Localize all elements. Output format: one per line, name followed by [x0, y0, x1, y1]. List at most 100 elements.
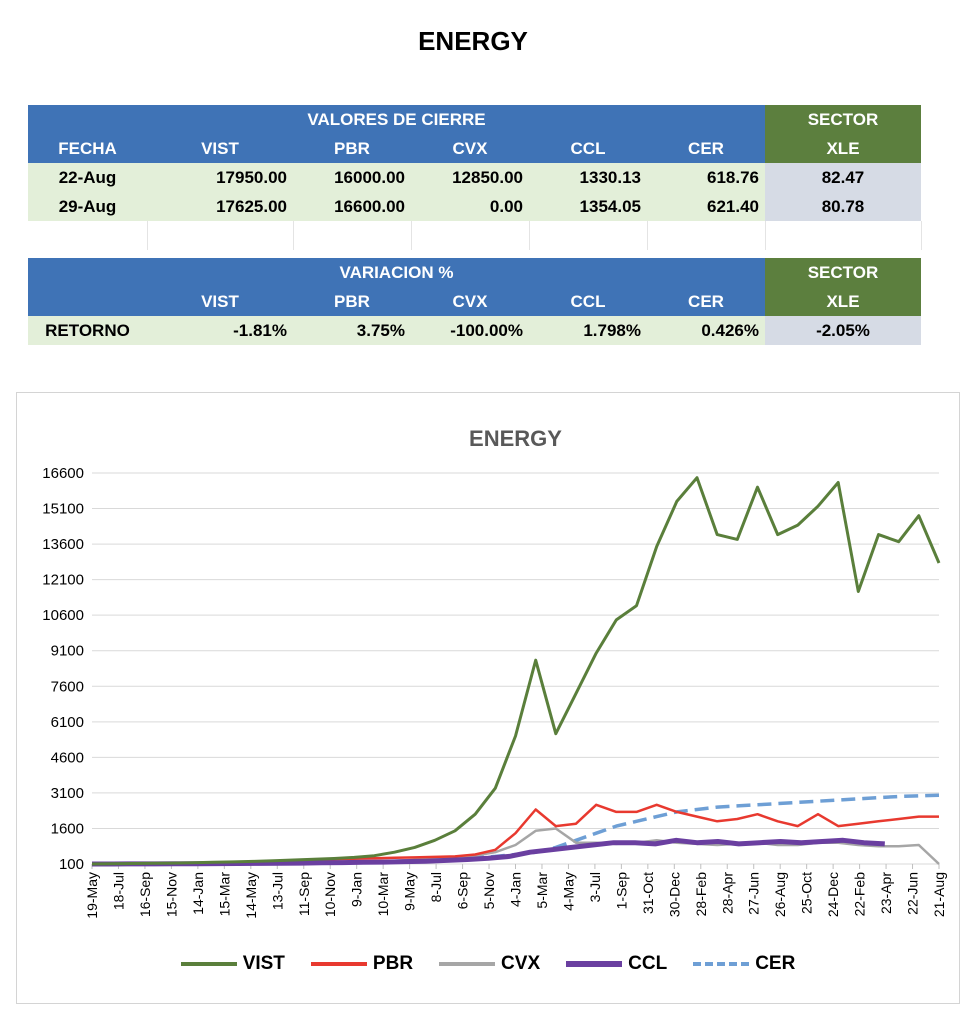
cell-cvx: 0.00 [411, 192, 529, 221]
legend-label: CER [755, 953, 796, 974]
x-tick-label: 26-Aug [772, 872, 788, 917]
x-tick-label: 14-May [243, 872, 259, 919]
x-tick-label: 15-Mar [216, 872, 232, 917]
variation-sector-header: SECTOR [765, 258, 921, 287]
closing-values-table: VALORES DE CIERRE SECTOR FECHA VIST PBR … [28, 105, 922, 250]
y-tick-label: 12100 [42, 572, 84, 589]
y-tick-label: 13600 [42, 536, 84, 553]
y-tick-label: 100 [59, 856, 84, 873]
table-row: 22-Aug 17950.00 16000.00 12850.00 1330.1… [28, 163, 921, 192]
legend-swatch [439, 962, 496, 966]
x-tick-label: 27-Jun [746, 872, 762, 915]
energy-chart: ENERGY 100 1600 3100 4600 6100 7600 9100 10600 12… [16, 392, 960, 1004]
legend-label: VIST [242, 953, 285, 974]
column-header-xle: XLE [765, 134, 921, 163]
legend-item-pbr: PBR [310, 953, 414, 975]
cell-label: RETORNO [28, 316, 147, 345]
x-tick-label: 28-Feb [693, 872, 709, 917]
column-header-vist: VIST [147, 287, 293, 316]
cell-cer: 618.76 [647, 163, 765, 192]
x-tick-label: 30-Dec [666, 872, 682, 917]
table-row: 29-Aug 17625.00 16600.00 0.00 1354.05 62… [28, 192, 921, 221]
legend-swatch [693, 962, 750, 966]
legend-item-cer: CER [693, 953, 795, 975]
x-tick-label: 19-May [84, 872, 100, 919]
x-tick-label: 21-Aug [931, 872, 947, 917]
cell-pbr: 16600.00 [293, 192, 411, 221]
y-tick-label: 9100 [51, 643, 84, 660]
x-tick-label: 5-Mar [534, 872, 550, 909]
legend-label: CVX [501, 953, 541, 974]
spacer-row [28, 221, 922, 250]
cell-cer: 0.426% [647, 316, 765, 345]
x-tick-label: 13-Jul [269, 872, 285, 910]
x-tick-label: 28-Apr [719, 872, 735, 914]
y-tick-label: 3100 [51, 785, 84, 802]
closing-group-header: VALORES DE CIERRE [28, 105, 765, 134]
x-tick-label: 8-Jul [428, 872, 444, 902]
x-tick-label: 1-Sep [613, 872, 629, 910]
x-tick-label: 10-Mar [375, 872, 391, 917]
x-tick-label: 6-Sep [455, 872, 471, 910]
column-header-pbr: PBR [293, 287, 411, 316]
variation-group-header: VARIACION % [28, 258, 765, 287]
column-header-vist: VIST [147, 134, 293, 163]
column-header-pbr: PBR [293, 134, 411, 163]
column-header-fecha: FECHA [28, 134, 147, 163]
legend-swatch [180, 962, 237, 966]
x-tick-label: 18-Jul [110, 872, 126, 910]
chart-title: ENERGY [469, 426, 562, 451]
cell-vist: -1.81% [147, 316, 293, 345]
x-tick-label: 9-Jan [349, 872, 365, 907]
x-tick-label: 22-Feb [852, 872, 868, 917]
x-tick-label: 15-Nov [163, 872, 179, 917]
column-header-empty [28, 287, 147, 316]
legend-label: PBR [372, 953, 414, 974]
x-tick-label: 23-Apr [878, 872, 894, 914]
column-header-cer: CER [647, 287, 765, 316]
column-header-cer: CER [647, 134, 765, 163]
x-tick-label: 31-Oct [640, 872, 656, 914]
legend-swatch [310, 962, 367, 966]
y-tick-label: 16600 [42, 465, 84, 482]
cell-date: 29-Aug [28, 192, 147, 221]
cell-ccl: 1354.05 [529, 192, 647, 221]
x-tick-label: 3-Jul [587, 872, 603, 902]
cell-vist: 17625.00 [147, 192, 293, 221]
cell-pbr: 16000.00 [293, 163, 411, 192]
y-tick-label: 4600 [51, 749, 84, 766]
x-tick-label: 4-Jan [508, 872, 524, 907]
x-tick-label: 10-Nov [322, 872, 338, 917]
x-tick-label: 9-May [402, 872, 418, 911]
chart-legend: VIST PBR CVX CCL CER [17, 953, 959, 975]
x-tick-label: 11-Sep [296, 872, 312, 916]
cell-pbr: 3.75% [293, 316, 411, 345]
column-header-cvx: CVX [411, 287, 529, 316]
x-tick-label: 16-Sep [137, 872, 153, 917]
x-tick-label: 24-Dec [825, 872, 841, 917]
legend-item-vist: VIST [180, 953, 285, 975]
cell-cer: 621.40 [647, 192, 765, 221]
y-tick-label: 6100 [51, 714, 84, 731]
legend-label: CCL [628, 953, 668, 974]
closing-sector-header: SECTOR [765, 105, 921, 134]
cell-ccl: 1330.13 [529, 163, 647, 192]
variation-table: VARIACION % SECTOR VIST PBR CVX CCL CER … [28, 258, 921, 345]
cell-vist: 17950.00 [147, 163, 293, 192]
column-header-ccl: CCL [529, 134, 647, 163]
y-tick-label: 1600 [51, 820, 84, 837]
x-tick-label: 5-Nov [481, 872, 497, 909]
cell-xle: 82.47 [765, 163, 921, 192]
column-header-xle: XLE [765, 287, 921, 316]
x-tick-label: 4-May [560, 872, 576, 911]
legend-item-cvx: CVX [439, 953, 540, 975]
x-tick-label: 25-Oct [799, 872, 815, 914]
cell-xle: -2.05% [765, 316, 921, 345]
column-header-ccl: CCL [529, 287, 647, 316]
cell-ccl: 1.798% [529, 316, 647, 345]
column-header-cvx: CVX [411, 134, 529, 163]
y-tick-label: 10600 [42, 607, 84, 624]
cell-cvx: -100.00% [411, 316, 529, 345]
x-tick-label: 14-Jan [190, 872, 206, 915]
cell-cvx: 12850.00 [411, 163, 529, 192]
